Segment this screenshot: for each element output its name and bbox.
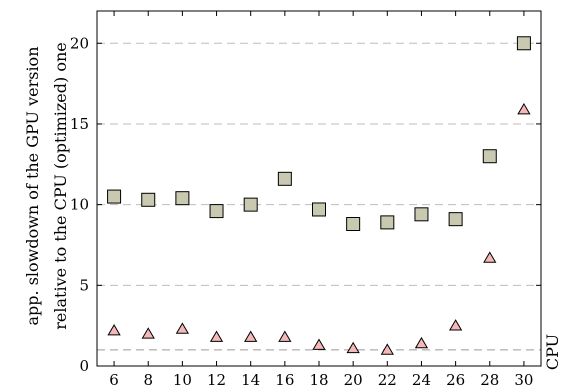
triangle-point: [448, 319, 463, 331]
triangle-point: [346, 341, 360, 354]
triangle-point: [483, 251, 497, 263]
square-point: [380, 215, 395, 230]
x-tick-label: 14: [241, 371, 260, 389]
grid-lines: [97, 42, 541, 286]
x-tick-label: 10: [173, 371, 192, 389]
y-tick-label: 15: [70, 115, 89, 133]
y-tick-label: 5: [79, 276, 89, 294]
triangle-point: [414, 336, 429, 349]
square-point: [209, 204, 224, 219]
x-tick-label: 12: [207, 371, 226, 389]
triangle-point: [278, 330, 292, 342]
square-point: [516, 36, 531, 51]
triangle-point: [141, 327, 155, 339]
triangle-point: [175, 322, 190, 334]
y-tick-label: 0: [79, 357, 89, 375]
square-point: [175, 191, 190, 206]
cpu-reference-label: CPU: [543, 334, 562, 370]
x-tick-label: 24: [412, 371, 431, 389]
y-tick-label: 20: [70, 34, 89, 52]
plot-frame: [96, 10, 542, 367]
y-axis-title-line-1: app. slowdown of the GPU version: [23, 47, 42, 326]
triangle-point: [380, 343, 394, 355]
x-tick-label: 30: [514, 371, 533, 389]
x-axis-ticks: 6 8 10 12 14 16 18 20 22 24 26 28 30: [109, 11, 533, 389]
y-axis-ticks: 0 5 10 15 20: [70, 34, 541, 375]
triangle-point: [244, 330, 258, 342]
x-tick-label: 18: [309, 371, 328, 389]
square-point: [482, 149, 497, 164]
x-tick-label: 28: [480, 371, 499, 389]
x-tick-label: 22: [378, 371, 397, 389]
x-tick-label: 20: [344, 371, 363, 389]
y-axis-title-line-2: relative to the CPU (optimized) one: [51, 42, 70, 329]
data-marks: [107, 36, 531, 355]
triangle-point: [312, 338, 326, 350]
y-tick-label: 10: [70, 196, 89, 214]
x-tick-label: 26: [446, 371, 465, 389]
square-point: [414, 207, 429, 222]
x-tick-label: 16: [275, 371, 294, 389]
x-tick-label: 8: [143, 371, 153, 389]
square-point: [448, 212, 463, 227]
square-point: [141, 192, 156, 207]
square-point: [312, 202, 326, 217]
triangle-point: [517, 102, 531, 115]
triangle-point: [107, 324, 121, 336]
square-point: [243, 197, 258, 212]
square-point: [107, 189, 122, 204]
axes-frame: [96, 10, 542, 367]
x-tick-label: 6: [109, 371, 119, 389]
square-point: [346, 217, 361, 231]
triangle-point: [209, 330, 224, 342]
square-point: [277, 171, 292, 186]
